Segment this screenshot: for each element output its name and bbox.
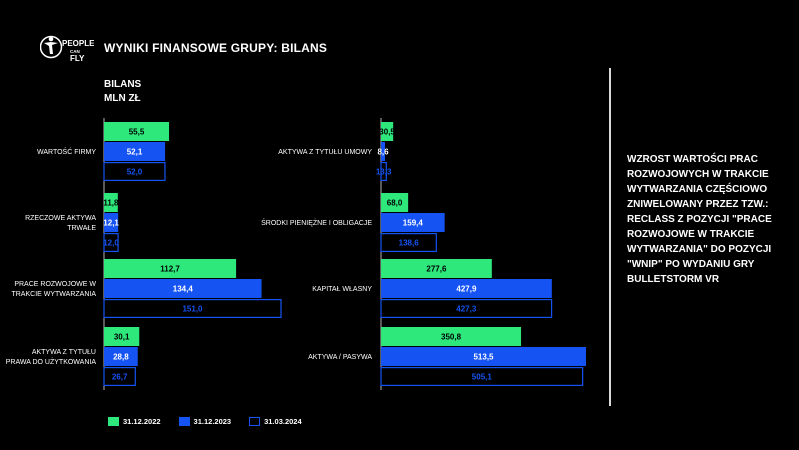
bar	[381, 347, 586, 366]
bar-value-label: 151,0	[182, 305, 203, 314]
bar-value-label: 52,0	[127, 168, 143, 177]
bar-value-label: 159,4	[403, 219, 424, 228]
category-label: PRAWA DO UŻYTKOWANIA	[6, 357, 97, 366]
bar-value-label: 134,4	[173, 285, 194, 294]
bar	[104, 327, 140, 346]
bar-value-label: 505,1	[472, 373, 493, 382]
category-label: AKTYWA / PASYWA	[308, 354, 372, 361]
bar	[103, 367, 136, 387]
category-label: ŚRODKI PIENIĘŻNE I OBLIGACJE	[261, 218, 372, 227]
bar	[380, 367, 584, 387]
logo-text-fly: FLY	[70, 54, 85, 63]
bar	[381, 142, 385, 161]
bar	[380, 233, 437, 253]
category-label: WARTOŚĆ FIRMY	[37, 147, 96, 156]
bar-value-label: 12,0	[103, 239, 119, 248]
bar	[381, 327, 522, 346]
bar	[380, 299, 553, 319]
page-title: WYNIKI FINANSOWE GRUPY: BILANS	[104, 41, 328, 55]
bar-value-label: 138,6	[399, 239, 420, 248]
category-label: AKTYWA Z TYTUŁU UMOWY	[278, 149, 372, 156]
bar	[381, 213, 445, 232]
bar	[381, 259, 492, 278]
bar	[104, 347, 138, 366]
bar-value-label: 30,1	[114, 333, 130, 342]
bar	[104, 193, 118, 212]
bar-value-label: 26,7	[112, 373, 128, 382]
bar-value-label: 28,8	[113, 353, 129, 362]
legend-label-2023: 31.12.2023	[193, 416, 232, 426]
people-can-fly-logo: PEOPLE CAN FLY	[40, 35, 94, 63]
bar-value-label: 13,3	[376, 168, 392, 177]
category-label: RZECZOWE AKTYWA	[25, 215, 96, 222]
bar-value-label: 12,1	[103, 219, 119, 228]
legend-swatch-green	[108, 416, 119, 426]
bar	[104, 279, 262, 298]
bar	[104, 122, 170, 141]
subtitle-line-1: BILANS	[104, 79, 142, 90]
category-label: PRACE ROZWOJOWE W	[14, 281, 96, 288]
category-label: TRAKCIE WYTWARZANIA	[11, 291, 96, 298]
legend-item-2022: 31.12.2022	[108, 416, 161, 426]
chart-subtitle: BILANS MLN ZŁ	[104, 78, 141, 106]
bar-value-label: 427,3	[456, 305, 477, 314]
bar	[104, 213, 119, 232]
bar	[104, 259, 237, 278]
bar-value-label: 11,8	[103, 199, 119, 208]
bar	[381, 193, 409, 212]
bar	[103, 299, 282, 319]
bar	[103, 233, 119, 253]
legend-label-2022: 31.12.2022	[123, 416, 161, 426]
bar-value-label: 427,9	[456, 285, 477, 294]
legend-item-2024: 31.03.2024	[249, 416, 302, 426]
category-label: AKTYWA Z TYTUŁU	[32, 349, 96, 356]
bar-value-label: 68,0	[387, 199, 403, 208]
bar	[381, 279, 552, 298]
bar-value-label: 350,8	[441, 333, 462, 342]
bar-value-label: 30,5	[379, 128, 395, 137]
category-label: KAPITAŁ WŁASNY	[312, 286, 372, 293]
bar-value-label: 55,5	[129, 128, 145, 137]
legend-label-2024: 31.03.2024	[264, 416, 302, 426]
bar-value-label: 52,1	[127, 148, 143, 157]
category-label: TRWAŁE	[67, 225, 96, 232]
bar	[380, 162, 387, 182]
logo-text-can: CAN	[70, 49, 80, 54]
bar	[104, 142, 166, 161]
bar	[381, 122, 394, 141]
bar-value-label: 513,5	[473, 353, 494, 362]
legend-item-2023: 31.12.2023	[178, 416, 232, 426]
bar-value-label: 8,6	[377, 148, 389, 157]
vertical-divider	[609, 68, 611, 406]
chart-legend: 31.12.2022 31.12.2023 31.03.2024	[108, 414, 320, 428]
bar-value-label: 112,7	[160, 265, 180, 274]
bar-value-label: 277,6	[426, 265, 447, 274]
logo-text-people: PEOPLE	[62, 39, 94, 48]
legend-swatch-blue	[178, 416, 190, 426]
legend-swatch-outline	[249, 416, 261, 426]
subtitle-line-2: MLN ZŁ	[104, 93, 141, 104]
bar	[103, 162, 166, 182]
commentary-note: WZROST WARTOŚCI PRAC ROZWOJOWYCH W TRAKC…	[627, 154, 772, 285]
